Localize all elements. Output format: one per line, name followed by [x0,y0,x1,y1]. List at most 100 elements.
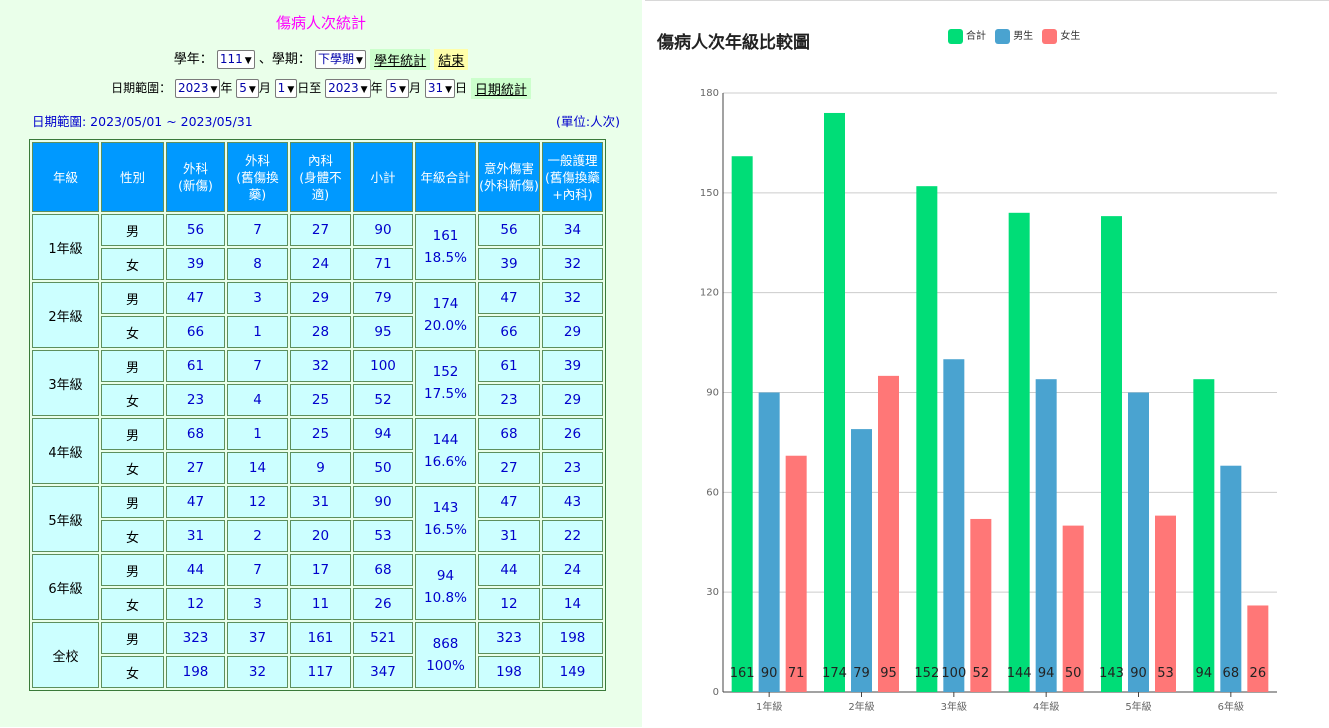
start-year-select[interactable]: 2023 ▼ [174,79,221,98]
value-cell: 1 [227,316,288,348]
start-month-select[interactable]: 5 ▼ [236,79,259,98]
end-year-select[interactable]: 2023 ▼ [325,79,371,98]
legend-label-total: 合計 [966,31,986,42]
accident-cell: 12 [478,588,540,620]
date-stats-button[interactable]: 日期統計 [470,78,531,99]
value-cell: 39 [166,248,225,280]
bar-female [970,518,992,692]
year-stats-button[interactable]: 學年統計 [370,49,431,70]
grade-total-pct: 18.5% [424,250,467,266]
date-label: 日期範圍： [111,81,172,95]
bar-female [1062,525,1084,692]
table-body: 1年級男 56 7 27 90 161 18.5% 56 34 女 39 8 24 71 39 32 2年級男 4… [32,214,603,688]
unit-month: 月 [258,81,271,95]
accident-cell: 44 [478,554,540,586]
grade-cell: 2年級 [32,282,99,348]
accident-cell: 323 [478,622,540,654]
grade-cell: 3年級 [32,350,99,416]
value-cell: 66 [166,316,225,348]
x-tick-label: 4年級 [1033,700,1059,713]
start-day-select[interactable]: 1 ▼ [274,79,298,98]
table-row: 女 31 2 20 53 31 22 [32,520,603,552]
bar-value-label: 90 [1130,666,1147,681]
value-cell: 31 [166,520,225,552]
care-cell: 22 [542,520,603,552]
grade-total-cell: 94 10.8% [415,554,476,620]
legend-item-total[interactable]: 合計 [948,27,986,44]
value-cell: 347 [353,656,413,688]
stats-table: 年級 性別 外科 (新傷) 外科 (舊傷換藥) 內科 (身體不適) 小計 年級合計 意外傷害 (外科新… [29,139,606,691]
value-cell: 323 [166,622,225,654]
care-cell: 34 [542,214,603,246]
accident-cell: 39 [478,248,540,280]
sex-cell: 女 [101,656,164,688]
bar-male [851,429,872,692]
grade-total-value: 174 [432,296,459,312]
value-cell: 7 [227,214,288,246]
value-cell: 71 [353,248,413,280]
bar-female [785,455,807,692]
unit-text: (單位:人次) [556,114,620,129]
sex-cell: 女 [101,384,164,416]
legend-swatch-total [948,28,963,44]
accident-cell: 27 [478,452,540,484]
chevron-down-icon: ▼ [360,85,368,95]
column-header: 小計 [353,142,413,212]
end-button[interactable]: 結束 [434,49,469,70]
value-cell: 17 [290,554,351,586]
bar-total [916,186,938,692]
value-cell: 25 [290,418,351,450]
grade-total-pct: 100% [426,658,465,674]
grade-total-value: 143 [432,500,459,516]
grade-cell: 1年級 [32,214,99,280]
value-cell: 61 [166,350,225,382]
value-cell: 26 [353,588,413,620]
table-row: 全校男 323 37 161 521 868 100% 323 198 [32,622,603,688]
value-cell: 198 [166,656,225,688]
value-cell: 25 [290,384,351,416]
accident-cell: 68 [478,418,540,450]
sex-cell: 男 [101,350,164,382]
value-cell: 12 [166,588,225,620]
table-row: 女 27 14 9 50 27 23 [32,452,603,484]
column-header: 年級 [32,142,99,212]
table-header-row: 年級 性別 外科 (新傷) 外科 (舊傷換藥) 內科 (身體不適) 小計 年級合計 意外傷害 (外科新… [32,142,603,212]
y-tick-label: 60 [706,487,719,498]
chevron-down-icon: ▼ [287,85,295,95]
bar-male [943,359,965,692]
table-row: 1年級男 56 7 27 90 161 18.5% 56 34 [32,214,603,280]
legend-item-male[interactable]: 男生 [995,27,1033,44]
grade-total-cell: 174 20.0% [415,282,476,348]
value-cell: 27 [290,214,351,246]
to-label: 至 [309,81,322,95]
x-tick-label: 3年級 [941,700,967,713]
value-cell: 9 [290,452,351,484]
value-cell: 90 [353,214,413,246]
end-month-select[interactable]: 5 ▼ [386,79,409,98]
chevron-down-icon: ▼ [399,85,406,95]
bar-male [1220,465,1242,692]
grade-total-value: 161 [432,228,459,244]
sex-cell: 女 [101,248,164,280]
table-row: 女 12 3 11 26 12 14 [32,588,603,620]
value-cell: 24 [290,248,351,280]
grade-total-value: 152 [432,364,459,380]
value-cell: 1 [227,418,288,450]
value-cell: 32 [227,656,288,688]
bar-value-label: 144 [1007,666,1032,681]
legend-label-male: 男生 [1013,31,1034,42]
term-select[interactable]: 下學期 ▼ [315,50,366,69]
bar-male [1035,379,1057,692]
value-cell: 37 [227,622,288,654]
value-cell: 20 [290,520,351,552]
legend-item-female[interactable]: 女生 [1042,27,1080,44]
y-tick-label: 30 [706,587,719,598]
year-select[interactable]: 111 ▼ [216,50,255,69]
value-cell: 47 [166,282,225,314]
bar-total [731,156,753,692]
end-day-select[interactable]: 31 ▼ [424,79,456,98]
unit-day: 日 [455,81,468,95]
chevron-down-icon: ▼ [248,85,256,95]
value-cell: 90 [353,486,413,518]
